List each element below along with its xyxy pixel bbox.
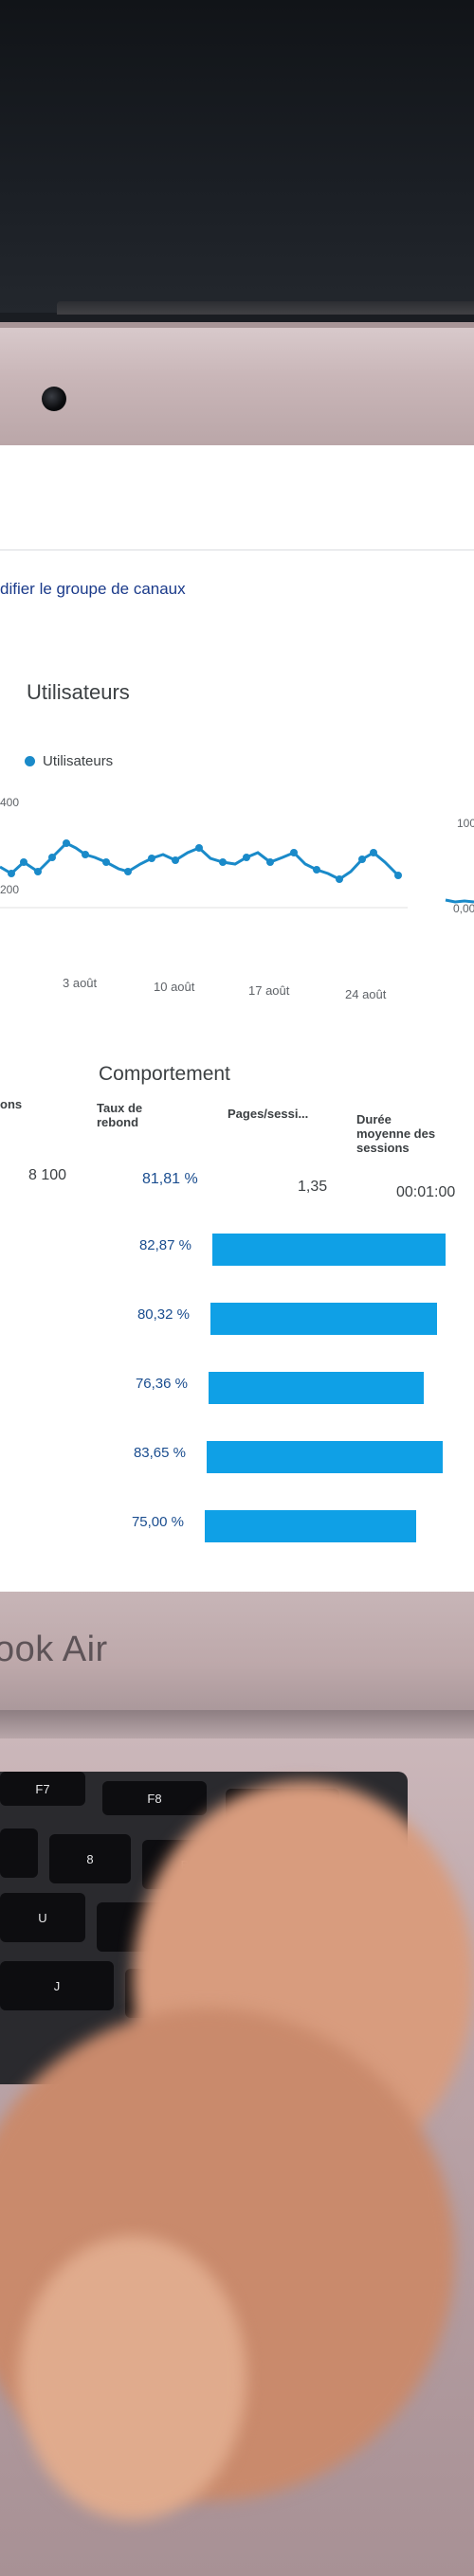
bounce-bar	[205, 1510, 416, 1542]
bounce-bar	[210, 1303, 437, 1335]
right-y-tick-0: 0,00	[453, 902, 474, 915]
webcam-icon	[42, 387, 66, 411]
laptop-hinge	[0, 1710, 474, 1738]
key-partial[interactable]	[0, 1828, 38, 1878]
key-u[interactable]: U	[0, 1893, 85, 1942]
laptop-screen	[0, 445, 474, 1592]
x-tick-17-aout: 17 août	[248, 983, 290, 998]
key-f7[interactable]: F7	[0, 1772, 85, 1806]
col-bounce-header[interactable]: Taux de rebond	[97, 1101, 143, 1129]
users-panel-title: Utilisateurs	[27, 680, 130, 704]
x-tick-3-aout: 3 août	[63, 976, 98, 990]
laptop-bottom-bezel	[0, 1592, 474, 1715]
col-pages-header[interactable]: Pages/sessi...	[228, 1107, 309, 1121]
key-j[interactable]: J	[0, 1961, 114, 2010]
x-tick-24-aout: 24 août	[345, 987, 387, 1001]
col-duration-header[interactable]: Durée moyenne des sessions	[356, 1112, 436, 1155]
bounce-bar	[209, 1372, 424, 1404]
right-y-tick-100: 100	[457, 817, 474, 830]
y-tick-400: 400	[0, 796, 20, 809]
laptop-top-bezel	[0, 322, 474, 451]
bounce-value: 82,87 %	[138, 1237, 191, 1253]
users-legend: Utilisateurs	[25, 753, 113, 769]
total-sessions: 8 100	[28, 1167, 67, 1183]
users-series-points	[8, 839, 402, 883]
laptop-brand-text: ook Air	[0, 1630, 108, 1669]
key-f8[interactable]: F8	[102, 1781, 207, 1815]
y-tick-200: 200	[0, 883, 20, 896]
total-duration: 00:01:00	[396, 1184, 456, 1200]
bounce-value: 80,32 %	[137, 1306, 190, 1323]
secondary-series-line	[445, 898, 474, 904]
behavior-section-title: Comportement	[99, 1063, 230, 1085]
bounce-bar	[212, 1234, 446, 1266]
finger-blur	[19, 2236, 246, 2520]
key-8[interactable]: 8	[49, 1834, 131, 1883]
x-tick-10-aout: 10 août	[154, 980, 195, 994]
legend-label: Utilisateurs	[43, 753, 114, 769]
header-divider	[0, 549, 474, 550]
channel-group-link[interactable]: difier le groupe de canaux	[0, 580, 186, 598]
total-bounce: 81,81 %	[142, 1171, 198, 1187]
dark-background	[0, 0, 474, 313]
legend-dot-icon	[25, 756, 35, 766]
bounce-value: 76,36 %	[135, 1376, 188, 1392]
laptop-lid-edge	[57, 301, 474, 315]
bounce-value: 75,00 %	[131, 1514, 184, 1530]
bounce-bar	[207, 1441, 443, 1473]
bounce-value: 83,65 %	[133, 1445, 186, 1461]
col-sessions-header[interactable]: ons	[0, 1097, 23, 1111]
total-pages: 1,35	[298, 1179, 328, 1195]
users-line-chart	[0, 839, 474, 909]
